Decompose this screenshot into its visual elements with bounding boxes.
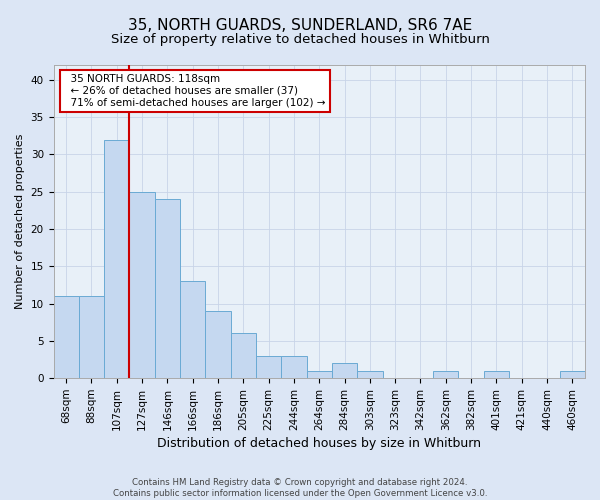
Bar xyxy=(79,296,104,378)
Y-axis label: Number of detached properties: Number of detached properties xyxy=(15,134,25,310)
Bar xyxy=(281,356,307,378)
Bar xyxy=(256,356,281,378)
Bar xyxy=(180,282,205,378)
Bar xyxy=(155,199,180,378)
Bar xyxy=(205,311,230,378)
Bar xyxy=(332,364,357,378)
Bar xyxy=(230,334,256,378)
Bar xyxy=(560,371,585,378)
Text: Contains HM Land Registry data © Crown copyright and database right 2024.
Contai: Contains HM Land Registry data © Crown c… xyxy=(113,478,487,498)
Bar xyxy=(357,371,383,378)
Text: 35 NORTH GUARDS: 118sqm
  ← 26% of detached houses are smaller (37)
  71% of sem: 35 NORTH GUARDS: 118sqm ← 26% of detache… xyxy=(64,74,326,108)
Bar xyxy=(433,371,458,378)
Text: Size of property relative to detached houses in Whitburn: Size of property relative to detached ho… xyxy=(110,32,490,46)
Bar xyxy=(104,140,130,378)
X-axis label: Distribution of detached houses by size in Whitburn: Distribution of detached houses by size … xyxy=(157,437,481,450)
Bar xyxy=(130,192,155,378)
Bar xyxy=(307,371,332,378)
Bar xyxy=(53,296,79,378)
Bar xyxy=(484,371,509,378)
Text: 35, NORTH GUARDS, SUNDERLAND, SR6 7AE: 35, NORTH GUARDS, SUNDERLAND, SR6 7AE xyxy=(128,18,472,32)
